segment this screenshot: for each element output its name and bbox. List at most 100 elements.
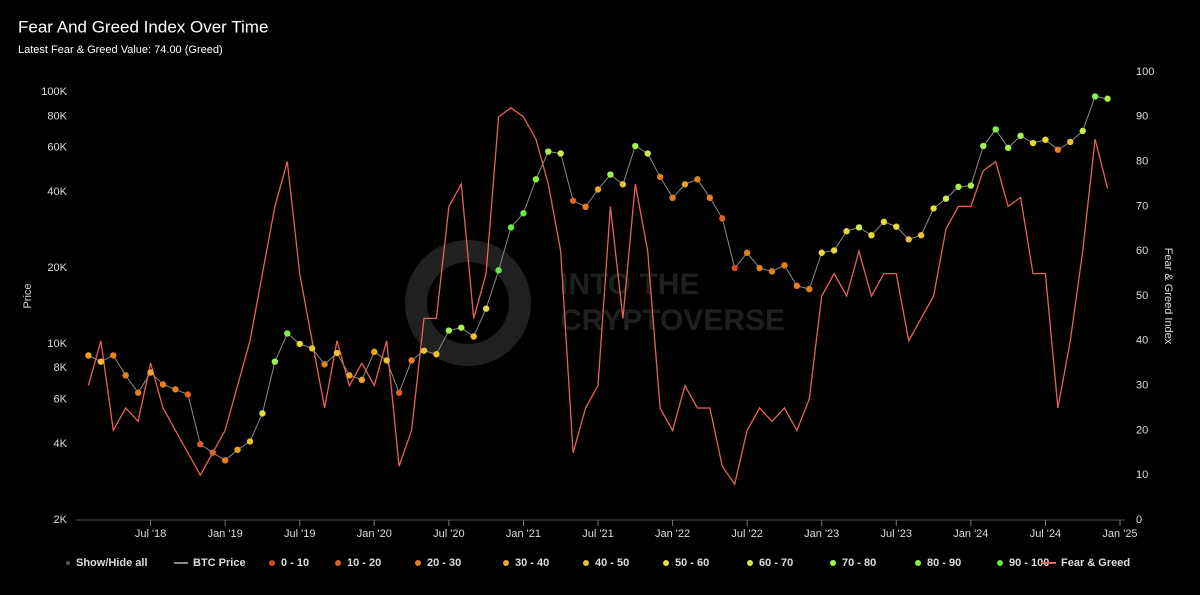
price-dot (619, 181, 627, 188)
legend-item[interactable]: BTC Price (193, 557, 246, 569)
price-dot (495, 267, 502, 274)
x-tick-label: Jul '18 (135, 528, 166, 540)
price-dot (209, 449, 216, 456)
x-tick-label: Jan '20 (357, 528, 392, 540)
price-dot (159, 381, 167, 388)
legend-item[interactable]: 70 - 80 (842, 557, 876, 569)
x-tick-label: Jan '21 (506, 528, 541, 540)
legend-item[interactable]: 80 - 90 (927, 557, 961, 569)
price-dot (992, 126, 999, 133)
legend-symbol (915, 560, 921, 566)
price-dot (719, 215, 726, 222)
y2-tick-label: 50 (1136, 290, 1148, 302)
price-dot (172, 386, 179, 393)
legend-symbol (663, 560, 669, 566)
price-dot (507, 224, 515, 231)
price-dot (284, 330, 291, 337)
price-dot (520, 210, 527, 217)
price-dot (569, 197, 577, 204)
legend-item[interactable]: 50 - 60 (675, 557, 709, 569)
price-dot (582, 203, 589, 211)
price-dot (371, 348, 378, 356)
price-dot (1004, 144, 1012, 152)
x-tick-label: Jul '19 (284, 528, 315, 540)
price-dot (482, 305, 490, 312)
y2-tick-label: 40 (1136, 335, 1148, 347)
y-tick-label: 60K (47, 142, 67, 154)
x-tick-label: Jan '19 (208, 528, 243, 540)
price-dot (855, 224, 863, 231)
price-dot (346, 372, 353, 379)
legend-item[interactable]: 60 - 70 (759, 557, 793, 569)
price-dot (669, 194, 676, 202)
price-dot (1042, 136, 1049, 143)
price-dot (1029, 139, 1037, 147)
legend-symbol (747, 560, 753, 566)
y2-tick-label: 0 (1136, 514, 1142, 526)
price-dot (905, 236, 912, 243)
legend-item[interactable]: 10 - 20 (347, 557, 381, 569)
legend-toggle-all[interactable]: Show/Hide all (76, 557, 148, 569)
price-dot (731, 264, 738, 272)
price-dot (743, 249, 751, 256)
legend-item[interactable]: 40 - 50 (595, 557, 629, 569)
fear-greed-line (87, 106, 1109, 486)
price-dot (607, 171, 614, 178)
price-dot (383, 357, 390, 364)
price-dot (781, 262, 788, 269)
chart-title: Fear And Greed Index Over Time (18, 17, 268, 36)
legend-item[interactable]: 20 - 30 (427, 557, 461, 569)
price-dot (806, 285, 813, 293)
x-tick-label: Jan '23 (804, 528, 839, 540)
watermark-text: INTO THE (560, 268, 699, 301)
price-dot (793, 282, 801, 290)
x-tick-label: Jul '23 (881, 528, 912, 540)
y2-tick-label: 30 (1136, 380, 1148, 392)
price-dot (868, 232, 875, 239)
price-dot (358, 376, 366, 384)
price-dot (1079, 127, 1086, 135)
price-dot (122, 372, 129, 379)
price-dot (308, 345, 316, 352)
x-tick-label: Jul '22 (731, 528, 762, 540)
y2-tick-label: 80 (1136, 156, 1148, 168)
price-dot (644, 150, 651, 157)
price-dot (321, 361, 328, 368)
price-dot (333, 349, 341, 357)
price-dot (184, 391, 192, 398)
x-tick-label: Jan '22 (655, 528, 690, 540)
price-dot (259, 410, 266, 417)
legend-item[interactable]: 30 - 40 (515, 557, 549, 569)
price-dot (930, 205, 937, 212)
legend-symbol (269, 560, 275, 566)
price-dot (1091, 93, 1099, 100)
price-dot (893, 223, 900, 230)
legend-symbol (415, 560, 421, 566)
legend-symbol (830, 560, 836, 566)
legend-item[interactable]: 0 - 10 (281, 557, 309, 569)
legend-item[interactable]: Fear & Greed (1061, 557, 1130, 569)
price-dot (980, 142, 987, 150)
legend-item[interactable]: 90 - 100 (1009, 557, 1049, 569)
y-tick-label: 6K (54, 394, 68, 406)
y-tick-label: 40K (47, 186, 67, 198)
price-dot (694, 176, 701, 183)
price-dot (85, 352, 92, 359)
legend-symbol (66, 561, 70, 565)
y2-tick-label: 10 (1136, 469, 1148, 481)
price-dot (296, 340, 303, 348)
y2-axis-title: Fear & Greed Index (1162, 248, 1174, 345)
price-dot (134, 389, 142, 396)
price-dot (532, 176, 540, 183)
price-dot (632, 142, 639, 150)
y2-tick-label: 20 (1136, 424, 1148, 436)
price-dot (221, 457, 229, 464)
price-dot (681, 181, 689, 188)
price-dot (97, 358, 105, 365)
y2-tick-label: 90 (1136, 111, 1148, 123)
x-tick-label: Jul '24 (1030, 528, 1061, 540)
y2-tick-label: 60 (1136, 245, 1148, 257)
chart-subtitle: Latest Fear & Greed Value: 74.00 (Greed) (18, 44, 223, 56)
legend-symbol (997, 560, 1003, 566)
